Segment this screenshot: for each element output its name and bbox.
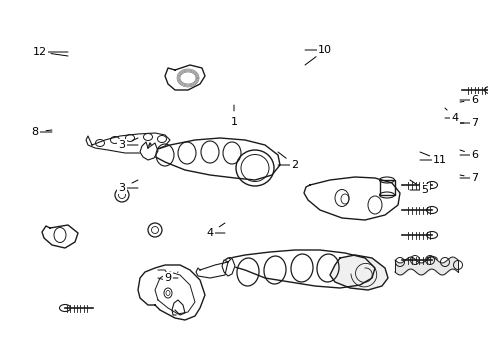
Text: 3: 3: [118, 183, 125, 193]
Polygon shape: [164, 65, 204, 90]
Polygon shape: [379, 180, 394, 195]
Text: 11: 11: [432, 155, 446, 165]
Polygon shape: [222, 258, 235, 276]
Text: 7: 7: [470, 173, 478, 183]
Text: 12: 12: [33, 47, 47, 57]
Polygon shape: [86, 133, 170, 153]
Polygon shape: [42, 225, 78, 248]
Text: 1: 1: [230, 117, 237, 127]
Text: 9: 9: [164, 273, 171, 283]
Text: 10: 10: [317, 45, 331, 55]
Text: 8: 8: [31, 127, 39, 137]
Polygon shape: [148, 138, 280, 180]
Polygon shape: [224, 250, 374, 288]
Polygon shape: [329, 255, 387, 290]
Text: 5: 5: [421, 185, 427, 195]
Text: 4: 4: [206, 228, 213, 238]
Text: 3: 3: [118, 140, 125, 150]
Polygon shape: [196, 262, 227, 278]
Polygon shape: [304, 177, 399, 220]
Text: 4: 4: [450, 113, 458, 123]
Text: 7: 7: [470, 118, 478, 128]
Text: 6: 6: [470, 150, 478, 160]
Text: 2: 2: [291, 160, 298, 170]
Text: 6: 6: [470, 95, 478, 105]
Polygon shape: [140, 142, 158, 160]
Polygon shape: [138, 265, 204, 320]
